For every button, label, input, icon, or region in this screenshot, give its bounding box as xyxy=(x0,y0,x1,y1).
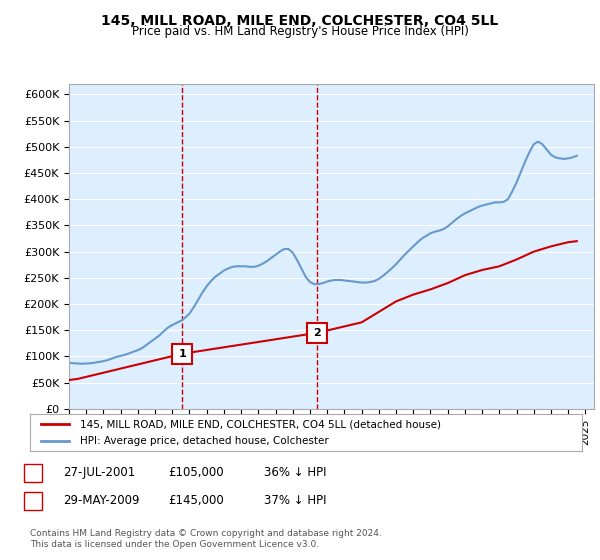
Text: 145, MILL ROAD, MILE END, COLCHESTER, CO4 5LL (detached house): 145, MILL ROAD, MILE END, COLCHESTER, CO… xyxy=(80,419,440,429)
Text: 36% ↓ HPI: 36% ↓ HPI xyxy=(264,466,326,479)
Text: 1: 1 xyxy=(178,349,186,359)
Text: 2: 2 xyxy=(313,328,321,338)
Text: HPI: Average price, detached house, Colchester: HPI: Average price, detached house, Colc… xyxy=(80,436,328,446)
Text: 145, MILL ROAD, MILE END, COLCHESTER, CO4 5LL: 145, MILL ROAD, MILE END, COLCHESTER, CO… xyxy=(101,14,499,28)
Text: 27-JUL-2001: 27-JUL-2001 xyxy=(63,466,135,479)
Text: 37% ↓ HPI: 37% ↓ HPI xyxy=(264,494,326,507)
Text: Price paid vs. HM Land Registry's House Price Index (HPI): Price paid vs. HM Land Registry's House … xyxy=(131,25,469,38)
Text: £105,000: £105,000 xyxy=(168,466,224,479)
Text: 29-MAY-2009: 29-MAY-2009 xyxy=(63,494,139,507)
Text: Contains HM Land Registry data © Crown copyright and database right 2024.
This d: Contains HM Land Registry data © Crown c… xyxy=(30,529,382,549)
Text: 1: 1 xyxy=(29,468,37,478)
Text: £145,000: £145,000 xyxy=(168,494,224,507)
Text: 2: 2 xyxy=(29,496,37,506)
